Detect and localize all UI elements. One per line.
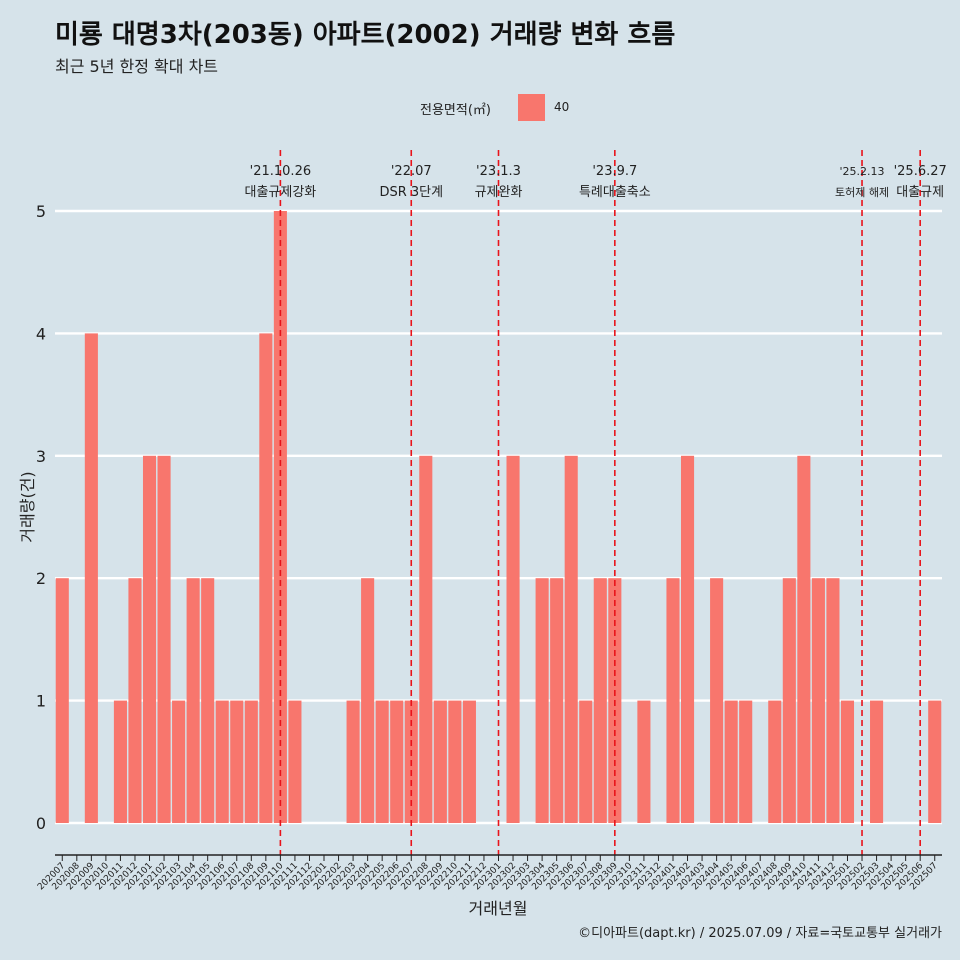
event-label: 특례대출축소 [579, 185, 651, 200]
bar [564, 455, 578, 823]
event-date: '22.07 [391, 164, 432, 179]
y-tick-label: 3 [36, 447, 46, 466]
bar [579, 700, 593, 823]
bar [739, 700, 753, 823]
bar [448, 700, 462, 823]
event-date: '25.6.27 [894, 164, 947, 179]
bar [666, 578, 680, 823]
bar [55, 578, 69, 823]
event-label: 대출규제강화 [245, 185, 317, 200]
bar [550, 578, 564, 823]
bar [346, 700, 360, 823]
chart-title: 미룡 대명3차(203동) 아파트(2002) 거래량 변화 흐름 [55, 20, 676, 50]
y-axis: 0 1 2 3 4 5 [36, 202, 46, 833]
bar [637, 700, 651, 823]
bar [172, 700, 186, 823]
legend-swatch [518, 94, 545, 121]
bar [390, 700, 404, 823]
event-date: '25.2.13 [840, 165, 885, 178]
bar [870, 700, 884, 823]
bar [928, 700, 942, 823]
y-tick-label: 0 [36, 814, 46, 833]
bar [201, 578, 215, 823]
bar [710, 578, 724, 823]
bar [506, 455, 520, 823]
bar [230, 700, 244, 823]
y-tick-label: 2 [36, 569, 46, 588]
bar [259, 333, 273, 823]
x-axis: 2020072020082020092020102020112020122021… [36, 854, 942, 892]
event-label: 토허제 해제 [835, 185, 889, 199]
bar [84, 333, 98, 823]
bar [128, 578, 142, 823]
x-axis-label: 거래년월 [469, 899, 528, 918]
bar [782, 578, 796, 823]
y-tick-label: 1 [36, 692, 46, 711]
bar [826, 578, 840, 823]
bar [768, 700, 782, 823]
chart-subtitle: 최근 5년 한정 확대 차트 [55, 57, 219, 76]
event-date: '21.10.26 [250, 164, 311, 179]
bar [244, 700, 258, 823]
bar [593, 578, 607, 823]
bar [535, 578, 549, 823]
bar [433, 700, 447, 823]
y-tick-label: 5 [36, 202, 46, 221]
event-label: DSR 3단계 [379, 185, 443, 200]
bar [157, 455, 171, 823]
bars [55, 211, 942, 823]
legend-title: 전용면적(㎡) [420, 103, 491, 118]
bar [142, 455, 157, 823]
bar [113, 700, 127, 823]
event-date: '23.9.7 [592, 164, 637, 179]
bar [797, 455, 811, 823]
event-lines: '21.10.26 대출규제강화 '22.07 DSR 3단계 '23.1.3 규제완화 '… [245, 150, 947, 855]
bar [811, 578, 825, 823]
y-tick-label: 4 [36, 324, 46, 343]
legend-label: 40 [554, 100, 570, 114]
bar [462, 700, 476, 823]
bar [724, 700, 738, 823]
bar [186, 578, 200, 823]
bar [419, 455, 433, 823]
event-label: 규제완화 [475, 185, 523, 200]
event-label: 대출규제 [896, 185, 944, 200]
bar [215, 700, 229, 823]
y-axis-label: 거래량(건) [18, 471, 37, 542]
bar [361, 578, 375, 823]
bar [840, 700, 855, 823]
caption: ©디아파트(dapt.kr) / 2025.07.09 / 자료=국토교통부 실… [578, 926, 942, 941]
event-date: '23.1.3 [476, 164, 521, 179]
bar [288, 700, 302, 823]
bar [375, 700, 389, 823]
legend: 전용면적(㎡) 40 [0, 94, 960, 122]
bar [273, 211, 287, 823]
bar [680, 455, 695, 823]
